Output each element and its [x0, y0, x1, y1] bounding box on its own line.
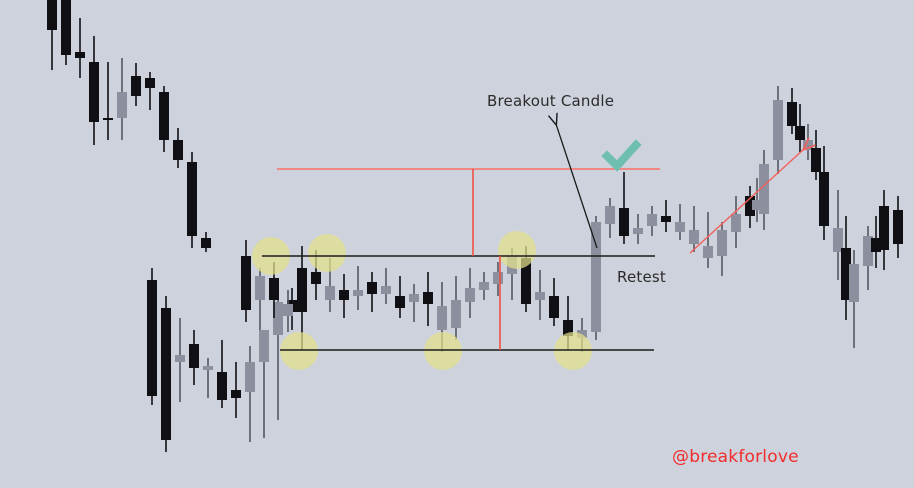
candle-body: [231, 390, 241, 398]
candle-body: [521, 258, 531, 304]
measured-move-lines: [472, 169, 501, 350]
candle-body: [145, 78, 155, 88]
candle-body: [535, 292, 545, 300]
candle-body: [61, 0, 71, 55]
candlestick-series: [47, 0, 903, 452]
candle-body: [173, 140, 183, 160]
candle-body: [189, 344, 199, 368]
candle-body: [273, 302, 283, 335]
candle-body: [689, 230, 699, 244]
candle-body: [893, 210, 903, 244]
touch-marker-resistance-touch-2: [308, 234, 346, 272]
candle-body: [745, 196, 755, 216]
candle-body: [255, 276, 265, 300]
retest-label: Retest: [617, 268, 666, 286]
candle-body: [269, 278, 279, 300]
candle-body: [703, 246, 713, 258]
candle-body: [175, 355, 185, 362]
candle-body: [619, 208, 629, 236]
candle-body: [325, 286, 335, 300]
candle-body: [811, 148, 821, 172]
check-mark-icon: [601, 139, 642, 172]
candle-body: [465, 288, 475, 302]
candle-body: [201, 238, 211, 248]
candle-body: [241, 256, 251, 310]
candle-body: [259, 330, 269, 362]
candle-body: [647, 214, 657, 226]
candle-body: [661, 216, 671, 222]
candle-body: [479, 282, 489, 290]
candle-body: [493, 272, 503, 284]
candle-body: [563, 320, 573, 336]
candle-body: [339, 290, 349, 300]
price-levels-layer: [262, 168, 660, 351]
candle-body: [591, 222, 601, 332]
candle-body: [117, 92, 127, 118]
bullish-projection-arrow-icon: [689, 149, 804, 254]
candle-body: [423, 292, 433, 304]
candle-body: [131, 76, 141, 96]
candle-body: [731, 214, 741, 232]
candle-body: [577, 330, 587, 338]
candle-body: [89, 62, 99, 122]
candle-body: [203, 366, 213, 370]
breakout-candle-label: Breakout Candle: [487, 92, 615, 110]
candle-body: [245, 362, 255, 392]
candle-body: [367, 282, 377, 294]
candle-body: [871, 238, 881, 252]
candle-body: [47, 0, 57, 30]
candle-body: [879, 206, 889, 250]
candle-body: [75, 52, 85, 58]
candle-body: [833, 228, 843, 252]
candle-body: [217, 372, 227, 400]
candle-body: [759, 164, 769, 214]
watermark-handle: @breakforlove: [672, 447, 799, 467]
candle-body: [395, 296, 405, 308]
candle-body: [549, 296, 559, 318]
candle-body: [103, 118, 113, 120]
candle-body: [605, 206, 615, 224]
breakout-pointer-arrow-icon: [556, 124, 598, 249]
candle-body: [147, 280, 157, 396]
candle-body: [283, 304, 293, 316]
candle-body: [795, 126, 805, 140]
candle-body: [773, 100, 783, 160]
touch-marker-support-touch-1: [280, 332, 318, 370]
candle-body: [353, 290, 363, 296]
touch-marker-support-touch-3: [554, 332, 592, 370]
candle-body: [381, 286, 391, 294]
candle-body: [451, 300, 461, 328]
candle-body: [752, 200, 762, 210]
candle-body: [409, 294, 419, 302]
candle-body: [633, 228, 643, 234]
candle-body: [863, 236, 873, 266]
candle-body: [849, 264, 859, 302]
candle-body: [675, 222, 685, 232]
touch-marker-support-touch-2: [424, 332, 462, 370]
touch-marker-resistance-touch-3: [498, 231, 536, 269]
candle-body: [297, 268, 307, 312]
candle-body: [161, 308, 171, 440]
candle-body: [187, 162, 197, 236]
candle-body: [841, 248, 851, 300]
candle-body: [159, 92, 169, 140]
candle-body: [787, 102, 797, 126]
candle-body: [819, 172, 829, 226]
candle-body: [311, 272, 321, 284]
candle-body: [437, 306, 447, 330]
candle-body: [717, 230, 727, 256]
